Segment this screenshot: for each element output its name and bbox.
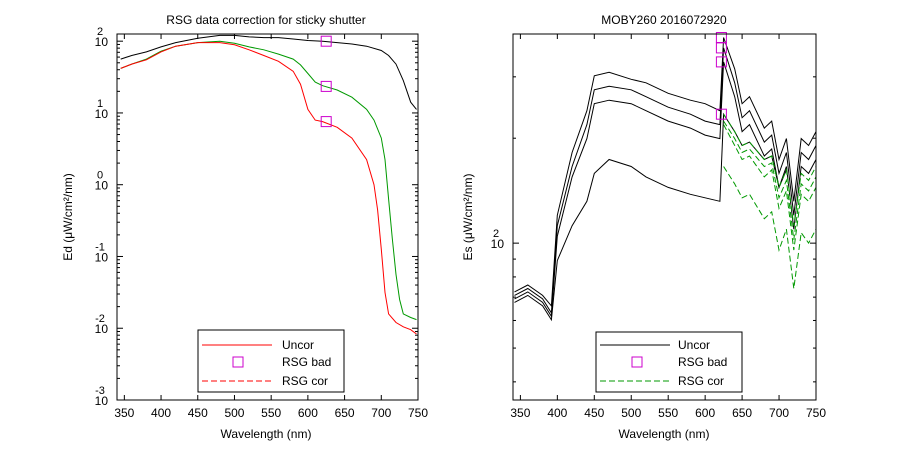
left-legend-rsg-bad-label: RSG bad: [282, 355, 331, 369]
left-legend-box: [197, 329, 345, 393]
right-series-uncor-top: [514, 37, 817, 308]
right-chart-title: MOBY260 2016072920: [601, 13, 727, 27]
right-y-axis: 102: [491, 76, 816, 383]
right-legend-rsg-cor-label: RSG cor: [678, 374, 724, 388]
left-rsg-bad-marker-0: [320, 35, 332, 47]
right-x-tick-label-450: 450: [584, 406, 604, 420]
right-series-uncor-mid: [514, 47, 817, 315]
left-series-uncor-black: [120, 34, 417, 110]
left-y-tick-label-base-2: 10: [95, 179, 109, 193]
right-rsg-bad-marker-1: [715, 42, 727, 54]
left-y-tick-label-base-1: 10: [95, 107, 109, 121]
right-legend-uncor-label: Uncor: [678, 338, 710, 352]
left-x-tick-label-750: 750: [408, 406, 428, 420]
left-marker-group: [320, 35, 332, 128]
left-x-tick-label-450: 450: [188, 406, 208, 420]
right-series-rsg-cor-1: [723, 113, 817, 226]
right-x-tick-label-600: 600: [695, 406, 715, 420]
left-series-uncor-red: [120, 42, 417, 335]
left-x-tick-label-400: 400: [151, 406, 171, 420]
left-legend: Uncor RSG bad RSG cor: [197, 329, 345, 393]
left-y-tick-label-exp-4: -2: [95, 313, 105, 325]
right-y-tick-label-base-0: 10: [491, 237, 505, 251]
left-y-axis-label: Ed (μW/cm²/nm): [61, 173, 75, 261]
right-x-tick-label-650: 650: [732, 406, 752, 420]
left-x-tick-label-550: 550: [261, 406, 281, 420]
right-series-rsg-cor-2: [723, 120, 817, 240]
left-x-axis-label: Wavelength (nm): [221, 427, 312, 441]
right-x-tick-label-350: 350: [510, 406, 530, 420]
right-y-axis-label: Es (μW/cm²/nm): [461, 174, 475, 261]
right-plot-frame: [512, 33, 817, 401]
left-y-tick-label-exp-3: -1: [95, 241, 105, 253]
left-x-tick-label-350: 350: [114, 406, 134, 420]
right-x-tick-label-500: 500: [621, 406, 641, 420]
right-rsg-bad-marker-3: [715, 108, 727, 120]
right-x-axis-label: Wavelength (nm): [619, 427, 710, 441]
left-y-tick-label-exp-0: 2: [97, 26, 103, 38]
right-marker-group: [715, 32, 727, 120]
left-y-tick-label-exp-2: 0: [97, 170, 103, 182]
left-x-tick-label-600: 600: [298, 406, 318, 420]
left-y-tick-label-base-4: 10: [95, 322, 109, 336]
left-x-tick-label-500: 500: [224, 406, 244, 420]
right-series-uncor-bottom: [514, 112, 787, 322]
left-series-group: [120, 34, 417, 335]
right-legend: Uncor RSG bad RSG cor: [595, 331, 743, 393]
right-x-axis: 350 400 450 500 550 600 650 700 750: [510, 34, 826, 420]
right-rsg-bad-marker-2: [715, 56, 727, 68]
right-x-tick-label-550: 550: [658, 406, 678, 420]
left-rsg-bad-marker-1: [320, 80, 332, 92]
right-legend-rsg-bad-label: RSG bad: [678, 355, 727, 369]
left-x-axis: 350 400 450 500 550 600 650 700 750: [114, 34, 428, 420]
left-chart-title: RSG data correction for sticky shutter: [166, 13, 365, 27]
right-x-tick-label-700: 700: [769, 406, 789, 420]
right-x-tick-label-400: 400: [547, 406, 567, 420]
right-legend-box: [595, 331, 743, 393]
left-y-tick-label-exp-1: 1: [97, 98, 103, 110]
left-legend-rsg-bad-swatch: [232, 356, 244, 368]
right-series-group: [514, 37, 817, 322]
left-y-tick-label-base-5: 10: [95, 394, 109, 408]
right-series-rsg-cor-4: [723, 166, 817, 289]
left-legend-rsg-cor-label: RSG cor: [282, 374, 328, 388]
right-x-tick-label-750: 750: [806, 406, 826, 420]
left-y-tick-label-base-3: 10: [95, 250, 109, 264]
right-y-tick-label-exp-0: 2: [493, 228, 499, 240]
left-x-tick-label-650: 650: [335, 406, 355, 420]
left-y-tick-label-base-0: 10: [95, 35, 109, 49]
left-rsg-bad-marker-2: [320, 116, 332, 128]
right-series-rsg-cor-3: [723, 124, 817, 251]
left-legend-uncor-label: Uncor: [282, 338, 314, 352]
left-y-tick-label-exp-5: -3: [95, 385, 105, 397]
left-plot-frame: [116, 33, 419, 401]
right-legend-rsg-bad-swatch: [631, 356, 643, 368]
right-series-uncor-low: [514, 61, 817, 318]
left-panel: RSG data correction for sticky shutter 3…: [61, 13, 428, 441]
right-panel: MOBY260 2016072920 350 400 450 500 550 600 650…: [461, 13, 826, 441]
left-x-tick-label-700: 700: [371, 406, 391, 420]
